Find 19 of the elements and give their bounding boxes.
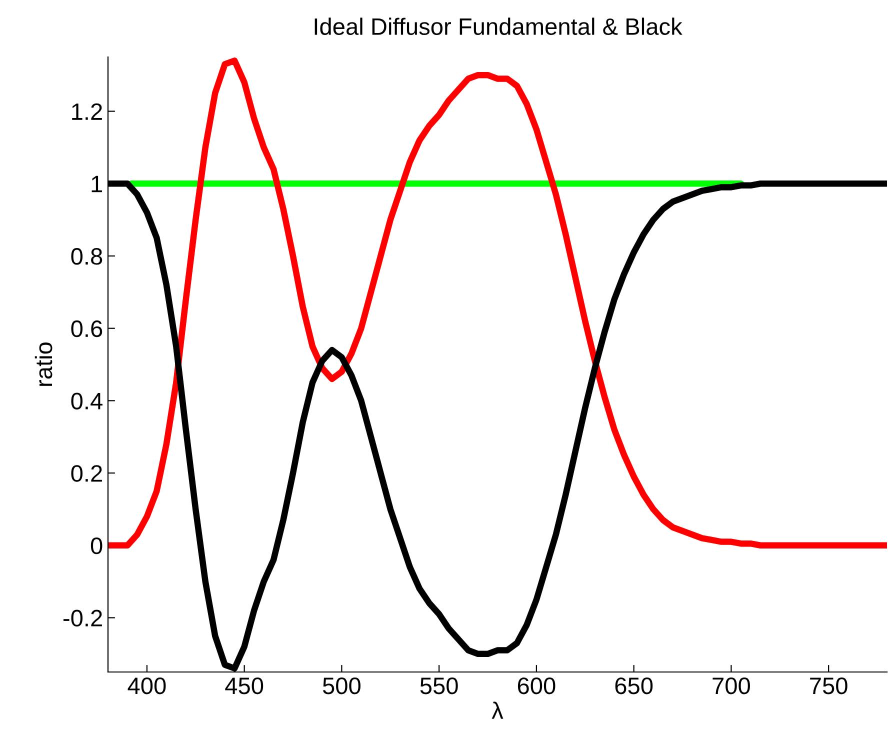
y-tick-label: 1.2 [72,103,102,120]
x-axis-title: λ [492,702,504,719]
y-tick-label: 0.2 [71,465,102,482]
x-tick-label: 400 [128,677,166,694]
x-tick-label: 650 [615,677,653,694]
x-tick-label: 550 [420,677,458,694]
x-tick-label: 750 [810,677,848,694]
y-tick-label: -0.2 [64,610,102,627]
x-tick-label: 500 [322,677,360,694]
y-tick-label: 0.8 [71,248,102,265]
chart-title: Ideal Diffusor Fundamental & Black [314,18,682,36]
y-tick-label: 0.4 [71,392,102,410]
x-tick-label: 600 [518,677,556,694]
y-tick-label: 0.6 [71,320,102,338]
y-axis-title: ratio [34,342,52,386]
y-tick-label: 0 [90,537,102,554]
x-tick-label: 450 [225,677,264,694]
y-tick-label: 1 [92,176,102,192]
x-tick-label: 700 [712,677,750,694]
